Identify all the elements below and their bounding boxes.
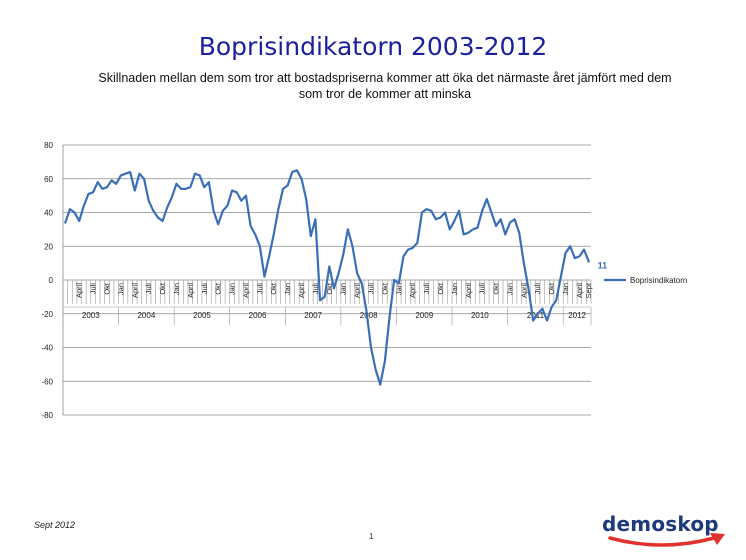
x-tick-label: Jan [283,283,292,295]
year-label: 2008 [360,311,378,320]
year-label: 2010 [471,311,489,320]
x-tick-label: Juli [311,283,320,295]
x-tick-label: Okt [492,282,501,295]
legend-label: Boprisindikatorn [630,276,687,285]
y-tick-label: 60 [44,175,53,184]
x-tick-label: Jan [450,283,459,295]
page-subtitle: Skillnaden mellan dem som tror att bosta… [98,71,672,101]
x-tick-label: Juli [200,283,209,295]
x-tick-label: April [519,283,528,298]
x-tick-label: Juli [144,283,153,295]
demoskop-logo: demoskop [602,512,732,552]
year-label: 2006 [249,311,267,320]
year-label: 2003 [82,311,100,320]
y-tick-label: 40 [44,209,53,218]
x-tick-label: April [186,283,195,298]
x-tick-label: Sept [584,282,593,298]
x-tick-label: Juli [478,283,487,295]
y-tick-label: -40 [41,344,53,353]
x-tick-label: April [408,283,417,298]
y-tick-label: 80 [44,141,53,150]
x-tick-label: Okt [158,282,167,295]
year-label: 2012 [568,311,586,320]
x-tick-label: April [130,283,139,298]
year-label: 2004 [137,311,155,320]
x-tick-label: Okt [214,282,223,295]
x-tick-label: Juli [422,283,431,295]
x-tick-label: Jan [561,283,570,295]
footer-date: Sept 2012 [34,520,76,530]
x-tick-label: April [75,283,84,298]
logo-text: demoskop [602,512,719,536]
x-tick-label: April [297,283,306,298]
series-line-boprisindikatorn [64,169,590,386]
x-tick-label: Jan [116,283,125,295]
year-label: 2005 [193,311,211,320]
x-tick-label: Okt [547,282,556,295]
x-tick-label: Okt [269,282,278,295]
y-tick-label: 20 [44,242,53,251]
x-tick-label: Okt [436,282,445,295]
x-tick-label: Jan [394,283,403,295]
x-tick-label: April [575,283,584,298]
x-tick-label: Jan [228,283,237,295]
x-tick-label: Juli [89,283,98,295]
year-label: 2007 [304,311,322,320]
year-label: 2009 [415,311,433,320]
x-tick-label: Juli [255,283,264,295]
x-tick-label: April [241,283,250,298]
last-value-label: 11 [598,260,608,270]
x-tick-label: Okt [380,282,389,295]
logo-swoosh-icon [608,533,725,547]
x-tick-label: Jan [172,283,181,295]
page-title: Boprisindikatorn 2003-2012 [198,32,548,61]
x-tick-label: Jan [505,283,514,295]
x-tick-label: Okt [103,282,112,295]
x-tick-label: Juli [533,283,542,295]
page-number: 1 [369,532,374,541]
y-tick-label: -60 [41,377,53,386]
x-tick-label: Juli [367,283,376,295]
x-tick-label: Jan [339,283,348,295]
x-tick-label: April [464,283,473,298]
x-tick-label: Okt [325,282,334,295]
y-tick-label: 0 [49,276,54,285]
line-chart: 80 60 40 20 0 -20 -40 -60 -80 April Juli Okt Jan Apri… [41,141,687,420]
y-tick-label: -80 [41,411,53,420]
y-tick-label: -20 [41,310,53,319]
x-tick-label: April [353,283,362,298]
